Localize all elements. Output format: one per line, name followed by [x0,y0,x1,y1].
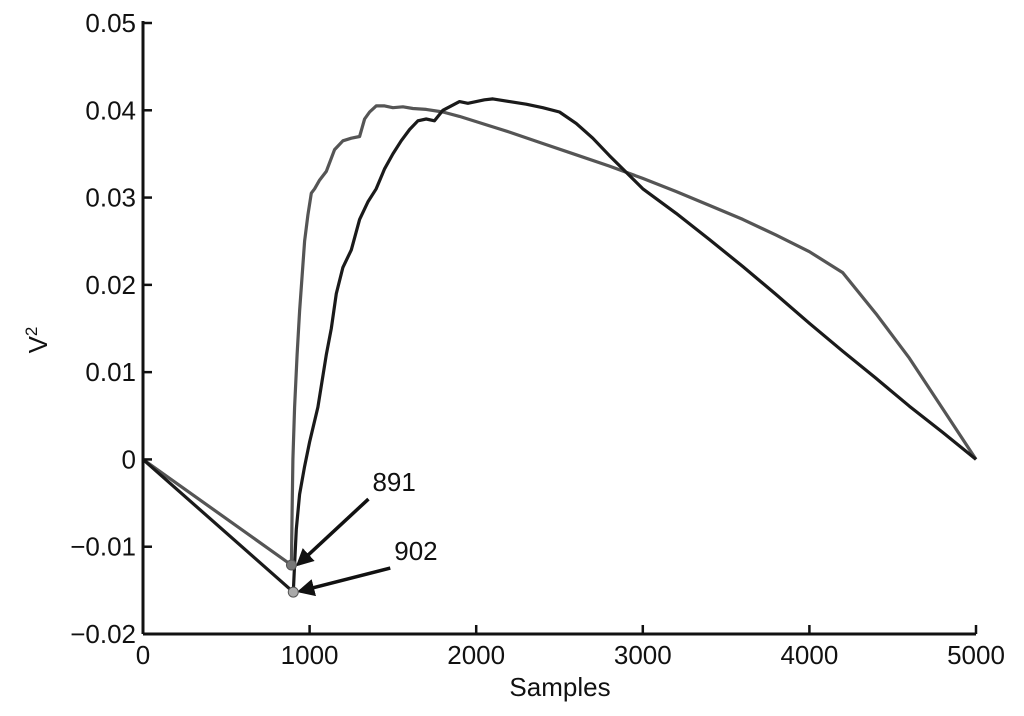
series-line-1 [142,104,978,567]
y-tick-label: 0.03 [85,183,136,213]
minimum-point-marker [287,586,299,598]
annotation-layer: 891 902 [285,467,438,598]
x-tick-label: 3000 [614,640,672,670]
series-line-2 [141,97,978,594]
y-tick-label: 0.05 [85,8,136,38]
x-tick-label: 0 [136,640,150,670]
y-tick-label: −0.02 [70,619,136,649]
minimum-point-marker [285,559,297,571]
axis-layer: 0 1000 2000 3000 4000 5000 −0.02 −0.01 0 0.01 0.02… [70,8,1005,670]
y-tick-label: 0 [122,444,136,474]
y-axis-title: V2 [22,327,53,354]
annotation-arrow [295,497,370,567]
x-tick-label: 5000 [947,640,1005,670]
annotation-label: 891 [372,467,415,497]
annotation-arrow [296,566,391,597]
x-tick-label: 2000 [447,640,505,670]
x-tick-label: 4000 [780,640,838,670]
y-tick-label: 0.02 [85,270,136,300]
y-axis-title-base: V [23,335,53,353]
y-axis-title-superscript: 2 [22,327,41,336]
x-tick-label: 1000 [281,640,339,670]
y-tick-label: 0.04 [85,95,136,125]
series-layer [141,97,978,594]
x-axis-title: Samples [509,672,610,702]
y-tick-label: 0.01 [85,357,136,387]
annotation-label: 902 [394,536,437,566]
y-tick-label: −0.01 [70,532,136,562]
